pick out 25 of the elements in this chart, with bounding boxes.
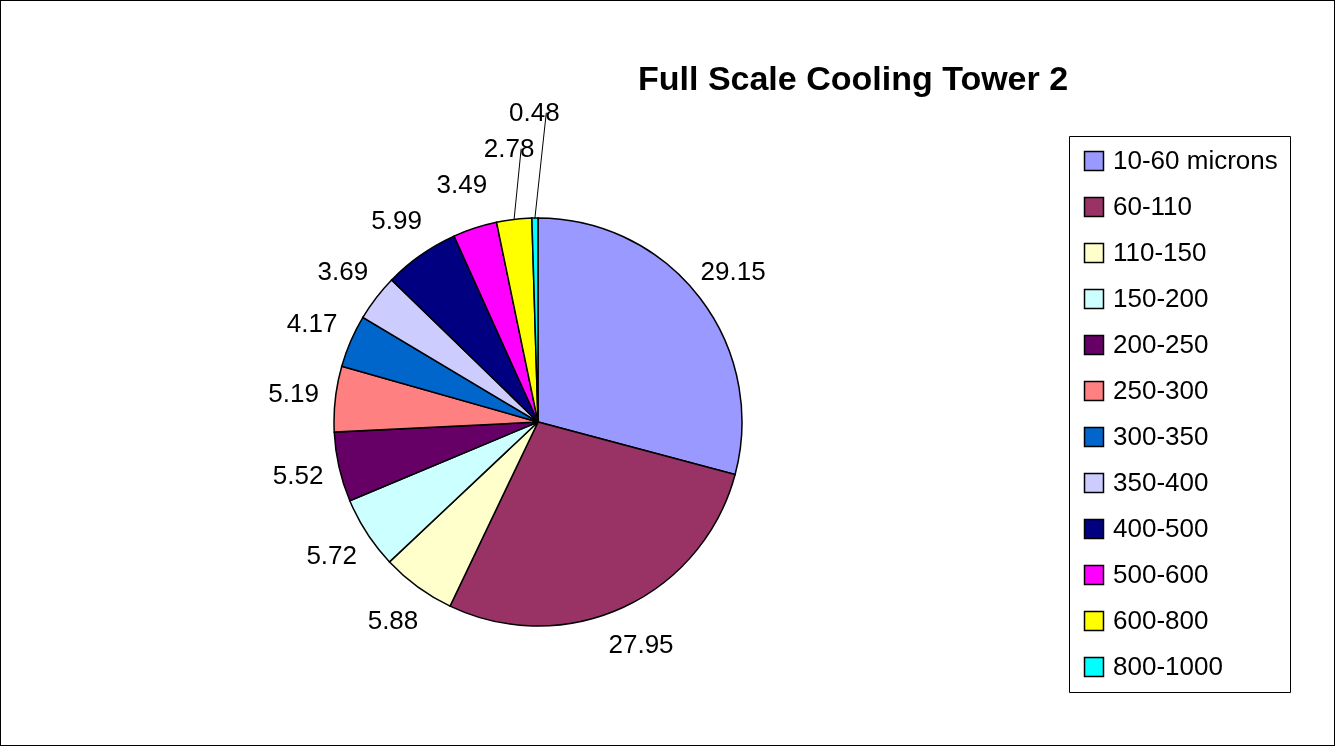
- data-label: 27.95: [608, 629, 674, 660]
- legend-label: 600-800: [1113, 605, 1209, 635]
- legend-label: 200-250: [1113, 329, 1209, 359]
- legend-label: 10-60 microns: [1113, 145, 1278, 175]
- data-label: 5.52: [272, 460, 324, 491]
- data-label: 3.49: [436, 168, 488, 199]
- legend-label: 800-1000: [1113, 651, 1223, 681]
- data-label: 0.48: [508, 96, 560, 127]
- legend-label: 400-500: [1113, 513, 1209, 543]
- data-label: 5.19: [268, 378, 319, 409]
- data-label: 2.78: [483, 132, 535, 163]
- data-label: 5.99: [371, 204, 422, 235]
- data-label: 3.69: [317, 256, 369, 287]
- data-label: 5.88: [367, 604, 419, 635]
- legend-label: 60-110: [1113, 191, 1193, 221]
- data-label: 4.17: [286, 308, 338, 339]
- legend-label: 150-200: [1113, 283, 1209, 313]
- chart-title: Full Scale Cooling Tower 2: [638, 59, 1069, 97]
- legend-label: 500-600: [1113, 559, 1209, 589]
- legend-label: 110-150: [1113, 237, 1207, 267]
- legend-label: 250-300: [1113, 375, 1209, 405]
- data-label: 29.15: [700, 256, 766, 287]
- legend-label: 300-350: [1113, 421, 1209, 451]
- data-label: 5.72: [306, 539, 357, 570]
- legend-label: 350-400: [1113, 467, 1209, 497]
